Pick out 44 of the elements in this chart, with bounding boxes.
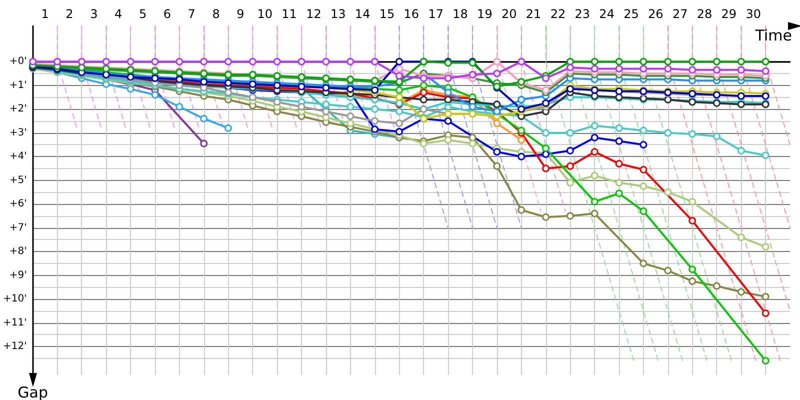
x-tick-label: 6: [163, 7, 172, 21]
y-tick-label: +2': [9, 104, 27, 115]
x-tick-label: 25: [624, 7, 639, 21]
x-tick-label: 22: [550, 7, 566, 21]
x-tick-label: 1: [41, 7, 49, 21]
x-tick-label: 11: [282, 7, 297, 21]
x-tick-label: 13: [330, 7, 346, 21]
y-tick-label: +11': [2, 317, 27, 328]
x-tick-label: 12: [306, 7, 322, 21]
x-tick-label: 19: [477, 7, 492, 21]
x-tick-label: 23: [574, 7, 590, 21]
y-tick-label: +10': [2, 294, 27, 305]
x-axis-title: Time: [754, 26, 792, 44]
y-tick-label: +0': [9, 56, 27, 68]
x-tick-label: 2: [66, 7, 74, 21]
x-tick-label: 7: [188, 7, 196, 21]
x-tick-label: 14: [354, 7, 370, 21]
x-tick-label: 29: [721, 7, 737, 21]
x-tick-label: 5: [138, 7, 147, 21]
y-tick-label: +8': [9, 246, 27, 258]
x-tick-label: 16: [404, 7, 420, 21]
x-tick-label: 18: [452, 7, 468, 21]
y-tick-label: +12': [2, 341, 27, 352]
x-tick-label: 27: [672, 7, 688, 21]
x-tick-label: 30: [746, 7, 762, 21]
x-tick-label: 17: [428, 7, 444, 21]
x-tick-label: 28: [696, 7, 712, 21]
y-tick-label: +9': [9, 270, 27, 281]
x-tick-label: 4: [114, 7, 122, 21]
y-tick-label: +6': [9, 198, 27, 210]
x-tick-label: 24: [599, 7, 614, 21]
y-tick-label: +4': [9, 151, 27, 162]
x-tick-label: 9: [236, 7, 244, 21]
x-tick-label: 26: [648, 7, 664, 21]
y-tick-label: +5': [9, 174, 27, 186]
x-tick-label: 8: [212, 7, 220, 21]
x-tick-label: 21: [526, 7, 542, 21]
x-tick-label: 15: [379, 7, 395, 21]
x-tick-label: 10: [257, 7, 273, 21]
x-tick-label: 20: [501, 7, 517, 21]
y-tick-label: +3': [9, 127, 27, 138]
y-tick-label: +7': [9, 222, 27, 234]
y-tick-label: +1': [9, 80, 27, 91]
x-tick-label: 3: [90, 7, 98, 21]
